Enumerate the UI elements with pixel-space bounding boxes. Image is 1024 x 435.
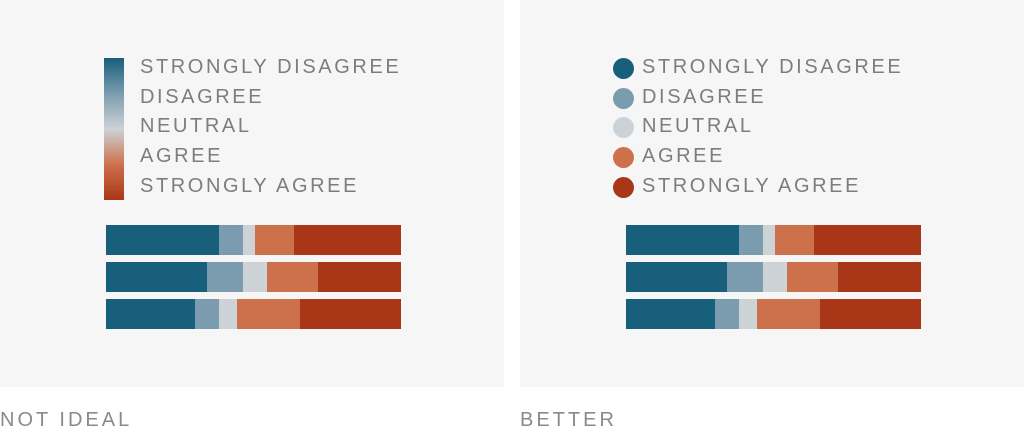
legend-label-disagree: DISAGREE <box>642 86 767 108</box>
legend-swatch-disagree <box>613 88 634 109</box>
bar-segment-neutral <box>243 225 255 255</box>
bar-segment-agree <box>237 299 300 329</box>
bar-segment-agree <box>757 299 820 329</box>
bar-segment-disagree <box>219 225 243 255</box>
bar-segment-strongly-agree <box>814 225 921 255</box>
stacked-bar-2 <box>626 262 921 292</box>
stacked-bar-3 <box>106 299 401 329</box>
bar-segment-neutral <box>739 299 757 329</box>
bar-segment-strongly-agree <box>820 299 921 329</box>
legend-tick-strongly-agree <box>124 186 132 188</box>
bar-segment-neutral <box>219 299 237 329</box>
bar-segment-strongly-disagree <box>626 225 739 255</box>
bar-segment-strongly-agree <box>838 262 921 292</box>
bar-segment-strongly-disagree <box>106 225 219 255</box>
legend-swatch-neutral <box>613 117 634 138</box>
bar-segment-strongly-disagree <box>106 262 207 292</box>
legend-tick-neutral <box>124 126 132 128</box>
caption-not-ideal: NOT IDEAL <box>0 409 133 431</box>
legend-label-disagree: DISAGREE <box>140 86 265 108</box>
bar-segment-disagree <box>727 262 763 292</box>
legend-label-neutral: NEUTRAL <box>140 115 252 137</box>
bar-segment-agree <box>255 225 294 255</box>
stacked-bar-1 <box>626 225 921 255</box>
bar-segment-strongly-agree <box>300 299 401 329</box>
legend-label-agree: AGREE <box>140 145 224 167</box>
bar-segment-neutral <box>243 262 267 292</box>
caption-better: BETTER <box>520 409 617 431</box>
legend-label-strongly-disagree: STRONGLY DISAGREE <box>140 56 402 78</box>
stacked-bar-1 <box>106 225 401 255</box>
chart-panel-better: STRONGLY DISAGREE DISAGREE NEUTRAL AGREE STR… <box>520 0 1024 387</box>
bar-segment-neutral <box>763 262 787 292</box>
legend-swatch-agree <box>613 147 634 168</box>
stacked-bar-3 <box>626 299 921 329</box>
bar-segment-strongly-agree <box>294 225 401 255</box>
legend-swatch-strongly-disagree <box>613 58 634 79</box>
legend-tick-disagree <box>124 97 132 99</box>
legend-tick-strongly-disagree <box>124 67 132 69</box>
legend-label-neutral: NEUTRAL <box>642 115 754 137</box>
bar-segment-neutral <box>763 225 775 255</box>
legend-label-strongly-disagree: STRONGLY DISAGREE <box>642 56 904 78</box>
legend-tick-agree <box>124 156 132 158</box>
chart-panel-not-ideal: STRONGLY DISAGREE DISAGREE NEUTRAL AGREE STR… <box>0 0 504 387</box>
bar-segment-strongly-disagree <box>626 299 715 329</box>
legend-label-strongly-agree: STRONGLY AGREE <box>642 175 862 197</box>
legend-label-agree: AGREE <box>642 145 726 167</box>
stacked-bar-2 <box>106 262 401 292</box>
gradient-legend-bar <box>104 58 124 200</box>
bar-segment-agree <box>267 262 318 292</box>
bar-segment-strongly-disagree <box>626 262 727 292</box>
bar-segment-disagree <box>195 299 219 329</box>
bar-segment-disagree <box>715 299 739 329</box>
bar-segment-strongly-agree <box>318 262 401 292</box>
bar-segment-disagree <box>207 262 243 292</box>
legend-swatch-strongly-agree <box>613 177 634 198</box>
bar-segment-disagree <box>739 225 763 255</box>
bar-segment-agree <box>775 225 814 255</box>
bar-segment-strongly-disagree <box>106 299 195 329</box>
legend-label-strongly-agree: STRONGLY AGREE <box>140 175 360 197</box>
bar-segment-agree <box>787 262 838 292</box>
